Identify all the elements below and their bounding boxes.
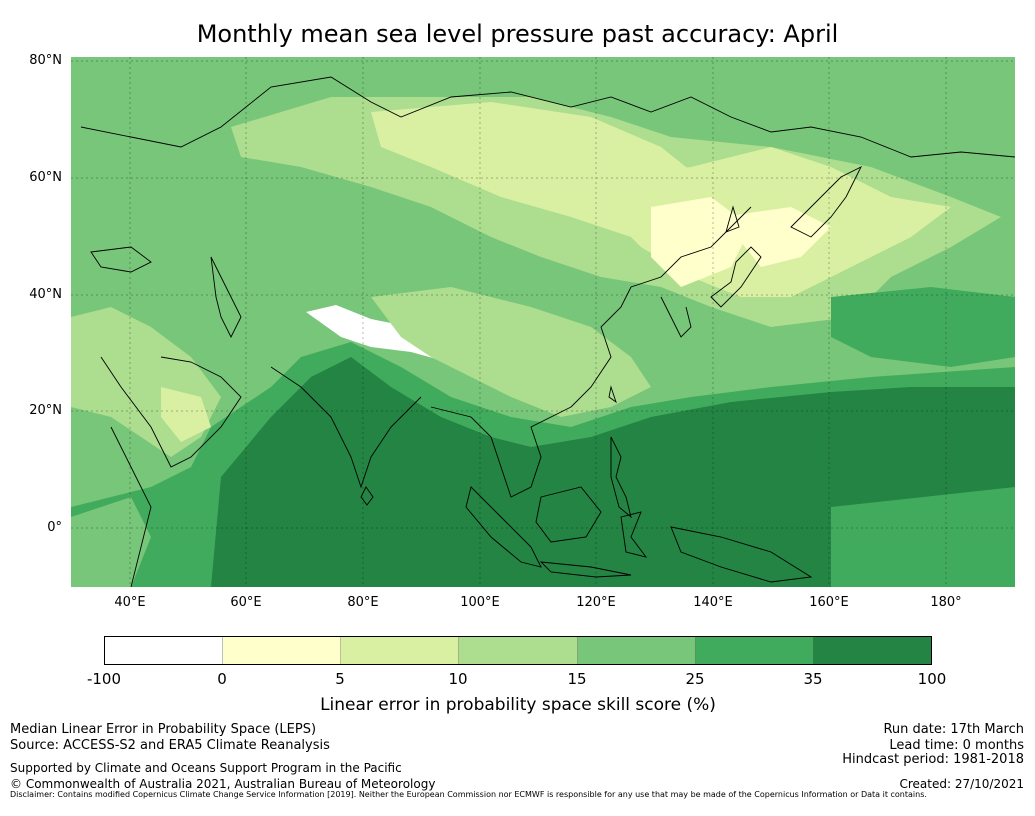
lat-label-40n: 40°N <box>29 287 62 302</box>
colorbar-segment <box>105 637 224 664</box>
coast-china <box>570 206 752 408</box>
colorbar-segment <box>459 637 578 664</box>
graticule <box>71 57 1015 587</box>
colorbar-tick: 10 <box>448 670 468 688</box>
lon-label-80e: 80°E <box>347 595 379 610</box>
footer-copyright: © Commonwealth of Australia 2021, Austra… <box>10 777 436 791</box>
footer-hindcast: Hindcast period: 1981-2018 <box>842 752 1024 767</box>
lon-label-100e: 100°E <box>460 595 500 610</box>
colorbar-segment <box>813 637 931 664</box>
coast-sakhalin <box>725 205 740 233</box>
coast-sumatra <box>465 486 542 568</box>
coast-caspian <box>210 256 242 339</box>
coast-borneo <box>535 486 602 543</box>
coast-taiwan <box>608 385 617 404</box>
coast-java <box>539 561 632 578</box>
lat-label-60n: 60°N <box>29 170 62 185</box>
colorbar-segment <box>223 637 342 664</box>
skill-region-sea-of-okhotsk <box>721 207 831 267</box>
footer-disclaimer: Disclaimer: Contains modified Copernicus… <box>10 790 927 799</box>
lat-label-20n: 20°N <box>29 403 62 418</box>
colorbar-tick: 25 <box>685 670 705 688</box>
colorbar-segment <box>341 637 460 664</box>
coast-korea <box>660 296 692 338</box>
footer-method: Median Linear Error in Probability Space… <box>10 722 317 737</box>
lat-label-80n: 80°N <box>29 53 62 68</box>
skill-region-china <box>371 287 651 417</box>
coast-philippines <box>610 436 632 519</box>
skill-region-north-pacific <box>831 287 1015 367</box>
colorbar-segment <box>577 637 696 664</box>
coast-kamchatka <box>790 165 863 238</box>
coast-black-sea <box>90 246 152 273</box>
footer-created: Created: 27/10/2021 <box>899 777 1024 791</box>
coast-red-sea-arabia <box>100 356 242 468</box>
lon-label-60e: 60°E <box>230 595 262 610</box>
coast-sulawesi <box>620 511 648 558</box>
coastlines <box>80 76 1015 587</box>
skill-region-arabia-inner <box>161 387 211 442</box>
colorbar-tick: 35 <box>803 670 823 688</box>
footer-source: Source: ACCESS-S2 and ERA5 Climate Reana… <box>10 738 330 753</box>
coast-sri-lanka <box>360 486 374 506</box>
lon-label-180: 180° <box>930 595 962 610</box>
coast-india <box>270 366 422 489</box>
footer-lead-time: Lead time: 0 months <box>889 738 1024 753</box>
lon-label-40e: 40°E <box>114 595 146 610</box>
skill-region-east-africa <box>71 497 151 587</box>
colorbar-label: Linear error in probability space skill … <box>320 695 716 715</box>
footer-run-date: Run date: 17th March <box>883 722 1024 737</box>
coast-japan <box>710 246 762 308</box>
footer-support: Supported by Climate and Oceans Support … <box>10 761 402 775</box>
lat-label-0: 0° <box>47 520 62 535</box>
skill-region-west-pacific <box>831 487 1015 587</box>
lon-label-140e: 140°E <box>693 595 733 610</box>
coast-east-africa <box>110 426 152 587</box>
coast-indochina <box>430 406 572 498</box>
colorbar-segment <box>695 637 814 664</box>
colorbar-tick: -100 <box>86 670 122 688</box>
skill-score-map <box>71 57 1015 587</box>
colorbar-tick: 100 <box>917 670 947 688</box>
coast-new-guinea <box>670 526 813 583</box>
lon-label-160e: 160°E <box>809 595 849 610</box>
lon-label-120e: 120°E <box>576 595 616 610</box>
skill-region-tropics-dark <box>211 357 1015 587</box>
colorbar-tick: 0 <box>217 670 227 688</box>
colorbar-tick: 5 <box>335 670 345 688</box>
chart-title: Monthly mean sea level pressure past acc… <box>196 20 839 48</box>
colorbar-tick: 15 <box>567 670 587 688</box>
colorbar <box>104 636 932 665</box>
coast-arctic <box>80 76 1015 158</box>
